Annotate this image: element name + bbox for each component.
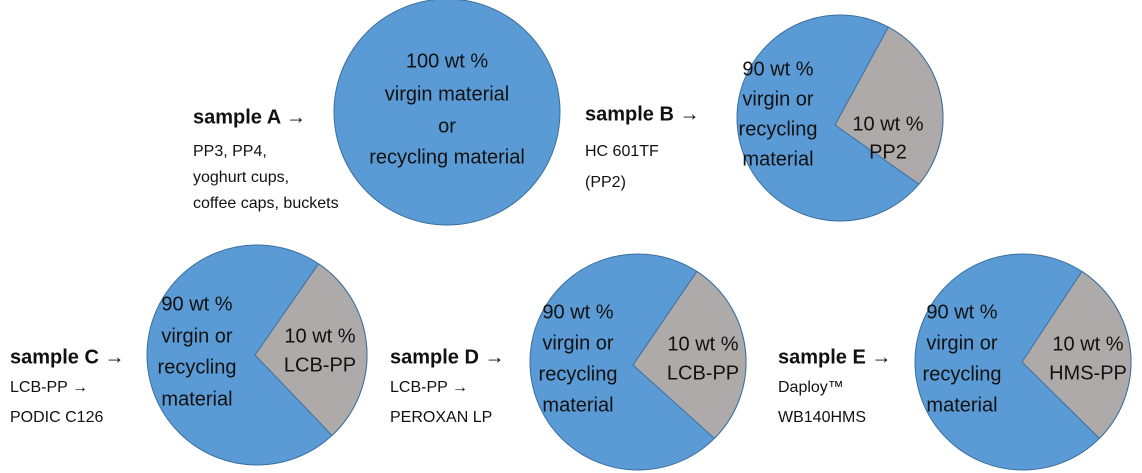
pie-text: virgin or <box>742 88 813 110</box>
sample-label: sample A → <box>193 106 306 128</box>
slice-text: LCB-PP <box>667 362 739 384</box>
pie-slice <box>632 270 747 440</box>
sample-label: sample C → <box>10 346 124 368</box>
pie-text: 90 wt % <box>161 293 232 315</box>
slice-text: LCB-PP <box>284 354 356 376</box>
sample-label: sample D → <box>390 346 504 368</box>
sample-description: LCB-PP → <box>10 379 88 396</box>
pie-text: recycling <box>739 118 818 140</box>
pie-text: virgin or <box>926 332 997 354</box>
sample-description: PEROXAN LP <box>390 409 492 426</box>
pie-text: 100 wt % <box>406 50 488 72</box>
slice-text: 10 wt % <box>667 333 738 355</box>
sample-description: LCB-PP → <box>390 379 468 396</box>
sample-description: WB140HMS <box>778 409 866 426</box>
pie-slice <box>834 26 944 185</box>
pie-text: 90 wt % <box>742 58 813 80</box>
pie-text: recycling <box>539 363 618 385</box>
sample-description: coffee caps, buckets <box>193 195 339 212</box>
sample-description: (PP2) <box>585 174 626 191</box>
sample-label: sample E → <box>778 346 891 368</box>
pie-text: virgin or <box>161 325 232 347</box>
pie-text: material <box>742 148 813 170</box>
pie-text: recycling <box>158 356 237 378</box>
pie <box>333 0 561 226</box>
pie-slice <box>254 263 368 437</box>
slice-text: HMS-PP <box>1049 362 1127 384</box>
pie-text: material <box>161 388 232 410</box>
pie-text: virgin or <box>542 332 613 354</box>
pie-text: recycling material <box>369 146 525 168</box>
slice-text: 10 wt % <box>1052 333 1123 355</box>
slice-text: PP2 <box>869 141 907 163</box>
pie-text: 90 wt % <box>542 301 613 323</box>
sample-description: PODIC C126 <box>10 409 103 426</box>
slice-text: 10 wt % <box>284 325 355 347</box>
sample-description: Daploy™ <box>778 379 844 396</box>
sample-description: PP3, PP4, <box>193 143 267 160</box>
pie-text: material <box>926 394 997 416</box>
pie-text: virgin material <box>385 83 509 105</box>
sample-label: sample B → <box>585 103 699 125</box>
sample-description: yoghurt cups, <box>193 169 289 186</box>
pie-text: or <box>438 115 456 137</box>
slice-text: 10 wt % <box>852 113 923 135</box>
pie-text: material <box>542 394 613 416</box>
pie-text: recycling <box>923 363 1002 385</box>
pie-text: 90 wt % <box>926 301 997 323</box>
sample-description: HC 601TF <box>585 143 659 160</box>
pie-slice <box>1021 270 1132 440</box>
